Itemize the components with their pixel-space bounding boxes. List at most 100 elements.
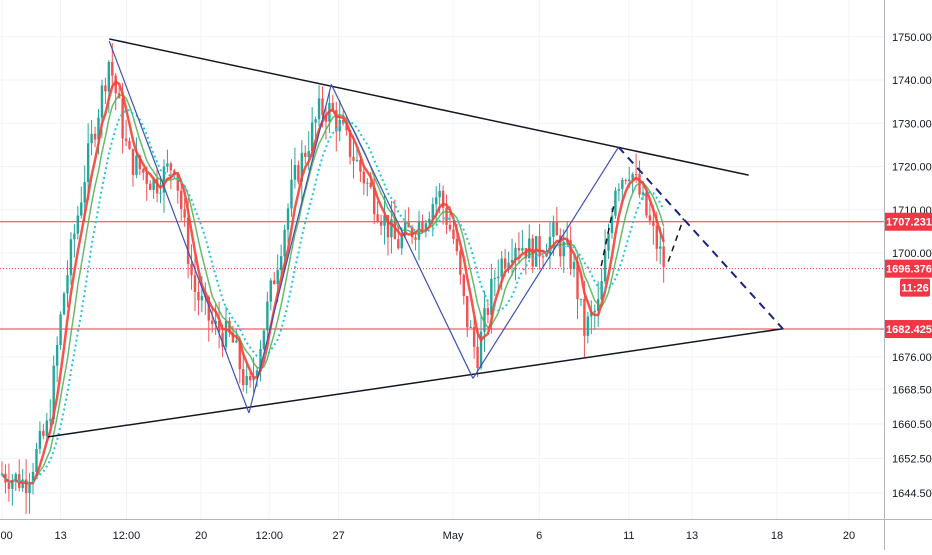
candle-body xyxy=(221,332,224,347)
candle-body xyxy=(431,204,434,219)
zigzag-segment xyxy=(472,146,619,379)
candle-body xyxy=(655,225,658,249)
candle-body xyxy=(510,259,514,263)
x-tick-label: 20 xyxy=(843,530,855,542)
candle-body xyxy=(621,180,624,190)
ma-teal xyxy=(1,108,665,484)
y-tick-label: 1700.000 xyxy=(892,248,932,260)
candle-body xyxy=(559,235,562,257)
candle-body xyxy=(403,222,407,236)
candle-body xyxy=(155,178,159,194)
candle-body xyxy=(7,482,11,489)
candle-body xyxy=(472,326,476,347)
candle-body xyxy=(652,220,655,226)
candle-body xyxy=(428,218,431,224)
candle-body xyxy=(59,314,62,346)
zigzag-segment xyxy=(617,146,784,330)
candle-body xyxy=(466,295,469,328)
candle-body xyxy=(152,178,155,190)
candle-body xyxy=(345,123,348,131)
ma-green xyxy=(1,94,665,485)
candle-body xyxy=(293,165,297,180)
horizontal-lines-layer xyxy=(0,221,884,330)
candle-body xyxy=(97,117,100,140)
candle-body xyxy=(76,215,80,234)
candle-body xyxy=(659,246,662,249)
candle-body xyxy=(645,192,648,216)
candle-body xyxy=(114,75,117,94)
price-tag-box xyxy=(885,212,932,231)
x-tick-label: 20 xyxy=(195,530,207,542)
candle-body xyxy=(211,320,214,325)
candle-body xyxy=(279,256,283,271)
candle-body xyxy=(624,180,627,182)
candle-body xyxy=(310,122,314,152)
candle-body xyxy=(235,340,238,343)
candle-body xyxy=(193,275,197,292)
candle-body xyxy=(490,278,493,315)
candle-body xyxy=(283,229,286,257)
candle-body xyxy=(441,190,445,208)
candle-body xyxy=(648,215,652,221)
candle-body xyxy=(631,174,634,180)
candle-body xyxy=(641,192,645,195)
candle-body xyxy=(507,262,510,269)
candle-body xyxy=(31,471,35,483)
candle-body xyxy=(142,169,145,173)
candle-body xyxy=(248,375,252,381)
x-tick-label: 12:00 xyxy=(113,530,141,542)
candle-body xyxy=(214,321,217,325)
y-tick-label: 1652.500 xyxy=(892,453,932,465)
candle-body xyxy=(593,310,596,313)
price-tag-label: 1707.231 xyxy=(886,217,932,229)
candle-body xyxy=(62,293,66,315)
x-tick-label: 6 xyxy=(536,530,542,542)
candle-body xyxy=(410,227,414,238)
candle-body xyxy=(128,141,131,149)
candle-body xyxy=(273,280,276,285)
candle-body xyxy=(572,261,576,269)
candle-body xyxy=(38,430,42,449)
y-tick-label: 1740.000 xyxy=(892,75,932,87)
candle-body xyxy=(231,332,235,343)
zigzag-segment xyxy=(248,84,332,414)
candle-body xyxy=(300,152,304,182)
candle-body xyxy=(104,85,107,92)
candle-body xyxy=(73,233,76,240)
candle-body xyxy=(514,247,517,260)
trendline-lower xyxy=(47,327,784,438)
y-tick-label: 1644.500 xyxy=(892,488,932,500)
candle-body xyxy=(290,179,293,209)
candle-body xyxy=(579,298,583,300)
candle-body xyxy=(355,159,359,161)
candle-body xyxy=(52,365,55,420)
candle-body xyxy=(383,215,386,226)
candle-body xyxy=(421,222,424,231)
candle-body xyxy=(617,189,621,191)
candle-body xyxy=(176,174,179,191)
x-tick-label: 13 xyxy=(54,530,66,542)
candle-body xyxy=(407,222,410,228)
zigzag-segment xyxy=(108,40,250,414)
candle-body xyxy=(562,241,565,257)
candle-body xyxy=(586,316,590,336)
candle-body xyxy=(255,370,259,377)
candle-body xyxy=(497,276,500,279)
price-tags-layer: 1707.231 1696.376 11:26 1682.425 xyxy=(885,212,932,339)
candle-body xyxy=(397,239,400,249)
x-tick-label: 11 xyxy=(623,530,634,542)
candle-body xyxy=(190,263,193,276)
moving-averages-layer xyxy=(1,79,665,485)
candle-body xyxy=(83,182,86,203)
candle-body xyxy=(286,208,290,230)
candle-body xyxy=(11,480,14,489)
candle-body xyxy=(607,233,610,251)
candle-body xyxy=(390,219,393,238)
candle-body xyxy=(259,349,262,371)
candle-body xyxy=(169,163,173,171)
candle-body xyxy=(135,155,138,175)
candle-body xyxy=(162,166,166,193)
